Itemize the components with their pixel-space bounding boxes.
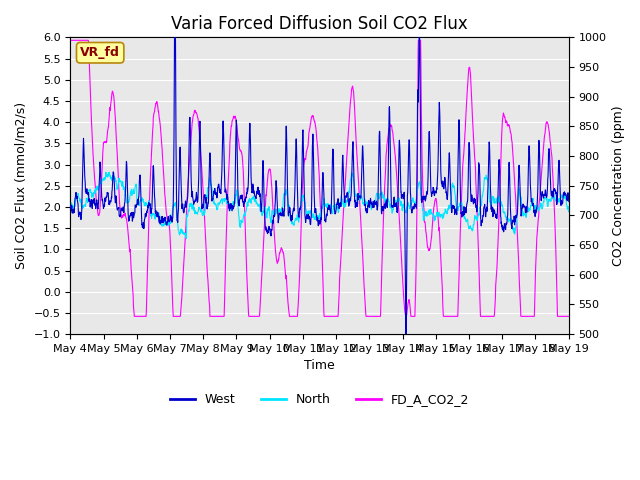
Y-axis label: CO2 Concentration (ppm): CO2 Concentration (ppm) (612, 106, 625, 266)
X-axis label: Time: Time (304, 360, 335, 372)
Title: Varia Forced Diffusion Soil CO2 Flux: Varia Forced Diffusion Soil CO2 Flux (171, 15, 468, 33)
Legend: West, North, FD_A_CO2_2: West, North, FD_A_CO2_2 (165, 388, 474, 411)
Text: VR_fd: VR_fd (80, 46, 120, 59)
Y-axis label: Soil CO2 Flux (mmol/m2/s): Soil CO2 Flux (mmol/m2/s) (15, 102, 28, 269)
